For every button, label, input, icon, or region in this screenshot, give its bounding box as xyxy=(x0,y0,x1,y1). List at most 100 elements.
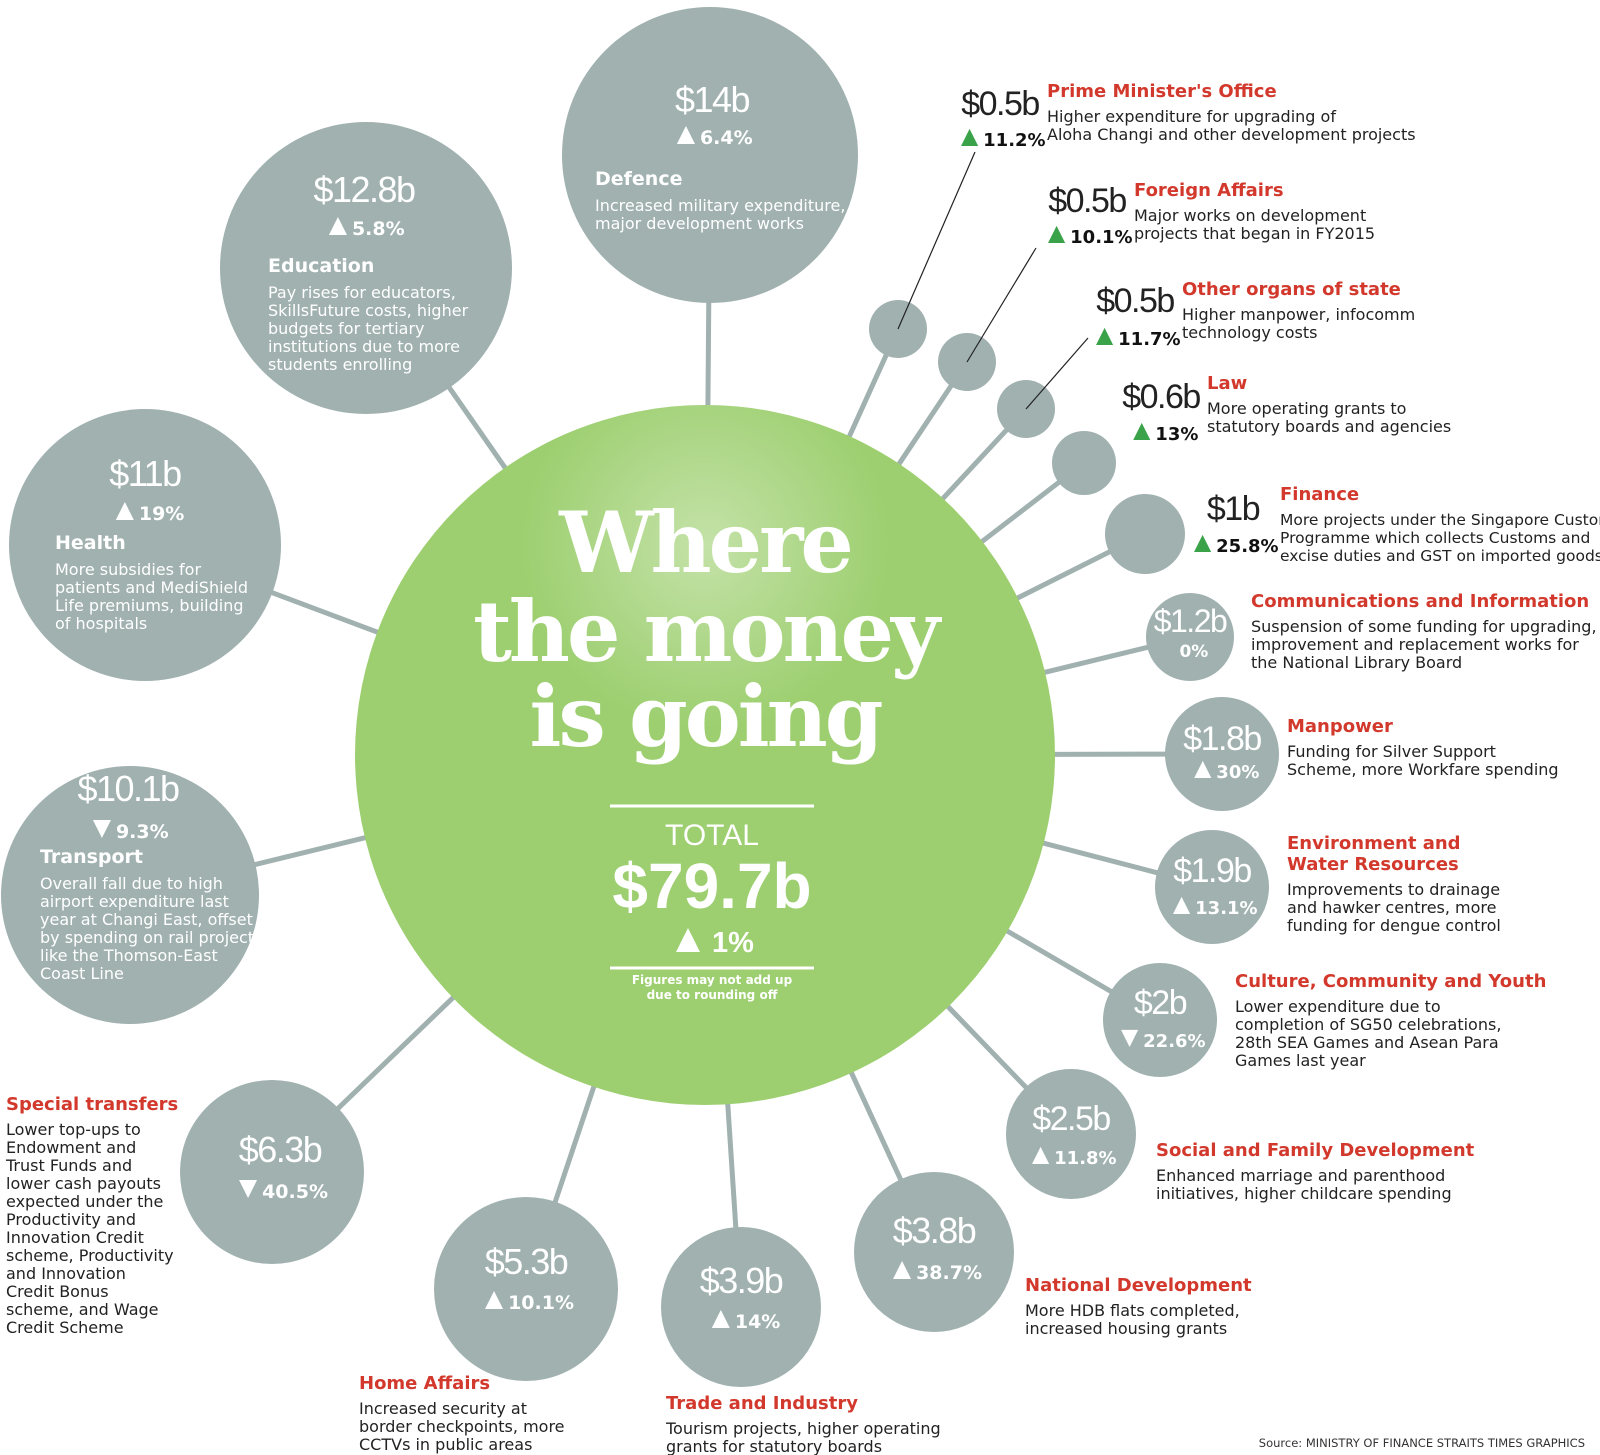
name-prime-minister-s-office: Prime Minister's Office xyxy=(1047,81,1277,102)
desc-transport: by spending on rail projects xyxy=(40,928,262,947)
amount-defence: $14b xyxy=(675,79,750,120)
desc-education: institutions due to more xyxy=(268,337,460,356)
ministry-transport: $10.1b 9.3% Transport Overall fall due to h… xyxy=(1,766,262,1024)
desc-foreign-affairs: projects that began in FY2015 xyxy=(1134,224,1375,243)
ministry-national-development: $3.8b 38.7% xyxy=(854,1172,1014,1332)
desc-communications-and-information: Suspension of some funding for upgrading… xyxy=(1251,617,1597,636)
desc-finance: excise duties and GST on imported goods xyxy=(1280,547,1600,565)
desc-law: More operating grants to xyxy=(1207,399,1406,418)
amount-finance: $1b xyxy=(1207,490,1260,528)
ministry-communications-and-information: $1.2b 0% xyxy=(1146,593,1234,681)
ministry-home-affairs: $5.3b 10.1% xyxy=(434,1197,618,1381)
change-arrow-icon-finance xyxy=(1194,534,1212,552)
name-environment-and-water-resources: Water Resources xyxy=(1287,854,1459,875)
name-national-development: National Development xyxy=(1025,1275,1252,1296)
bubble-home-affairs xyxy=(434,1197,618,1381)
change-foreign-affairs: 10.1% xyxy=(1070,227,1132,248)
desc-special-transfers: Trust Funds and xyxy=(5,1156,132,1175)
bubble-social-and-family-development xyxy=(1006,1069,1136,1199)
bubble-health xyxy=(9,409,281,681)
desc-manpower: Funding for Silver Support xyxy=(1287,742,1496,761)
desc-special-transfers: scheme, and Wage xyxy=(6,1300,159,1319)
connector-environment-and-water-resources xyxy=(1038,839,1161,876)
bubble-national-development xyxy=(854,1172,1014,1332)
connector-other-organs-of-state xyxy=(937,426,1011,504)
name-trade-and-industry: Trade and Industry xyxy=(666,1393,858,1414)
change-national-development: 38.7% xyxy=(916,1262,982,1284)
desc-environment-and-water-resources: funding for dengue control xyxy=(1287,916,1501,935)
connector-national-development xyxy=(847,1067,905,1184)
name-education: Education xyxy=(268,255,374,277)
ministry-environment-and-water-resources: $1.9b 13.1% xyxy=(1155,830,1269,944)
leader-line-prime-minister-s-office xyxy=(897,151,976,330)
desc-home-affairs: Increased security at xyxy=(359,1399,527,1418)
connector-health xyxy=(268,589,383,637)
desc-transport: Overall fall due to high xyxy=(40,874,223,893)
ministry-education: $12.8b 5.8% Education Pay rises for educato… xyxy=(220,122,512,414)
desc-other-organs-of-state: Higher manpower, infocomm xyxy=(1182,305,1415,324)
connector-finance xyxy=(1012,548,1114,603)
change-arrow-icon-defence xyxy=(676,125,695,144)
ministry-trade-and-industry: $3.9b 14% xyxy=(661,1227,821,1387)
bubble-trade-and-industry xyxy=(661,1227,821,1387)
change-arrow-icon-other-organs-of-state xyxy=(1096,327,1114,345)
total-change-arrow-icon xyxy=(676,928,700,952)
leader-line-foreign-affairs xyxy=(966,247,1037,363)
change-arrow-icon-special-transfers xyxy=(239,1179,258,1198)
bubble-transport xyxy=(1,766,259,1024)
change-communications-and-information: 0% xyxy=(1179,642,1208,662)
change-arrow-icon-education xyxy=(328,216,347,235)
amount-other-organs-of-state: $0.5b xyxy=(1096,282,1174,320)
desc-law: statutory boards and agencies xyxy=(1207,417,1451,436)
desc-health: of hospitals xyxy=(55,614,147,633)
change-finance: 25.8% xyxy=(1216,536,1278,557)
ministry-culture-community-and-youth: $2b 22.6% xyxy=(1103,963,1217,1077)
title-line: the money xyxy=(473,582,942,681)
bubble-finance xyxy=(1105,494,1185,574)
amount-foreign-affairs: $0.5b xyxy=(1048,182,1126,220)
name-manpower: Manpower xyxy=(1287,716,1393,737)
change-trade-and-industry: 14% xyxy=(735,1311,780,1333)
total-hub-circle xyxy=(355,405,1055,1105)
desc-defence: Increased military expenditure, xyxy=(595,196,845,215)
desc-communications-and-information: improvement and replacement works for xyxy=(1251,635,1579,654)
name-social-and-family-development: Social and Family Development xyxy=(1156,1140,1475,1161)
change-arrow-icon-foreign-affairs xyxy=(1048,225,1066,243)
change-law: 13% xyxy=(1155,424,1198,445)
change-arrow-icon-trade-and-industry xyxy=(711,1309,730,1328)
change-arrow-icon-social-and-family-development xyxy=(1032,1146,1050,1164)
change-arrow-icon-home-affairs xyxy=(485,1290,504,1309)
name-communications-and-information: Communications and Information xyxy=(1251,591,1589,612)
desc-trade-and-industry: Tourism projects, higher operating xyxy=(665,1419,941,1438)
desc-transport: year at Changi East, offset xyxy=(40,910,253,929)
desc-culture-community-and-youth: 28th SEA Games and Asean Para xyxy=(1235,1033,1499,1052)
name-transport: Transport xyxy=(40,846,143,868)
bubble-law xyxy=(1052,431,1116,495)
change-manpower: 30% xyxy=(1216,762,1259,783)
desc-social-and-family-development: Enhanced marriage and parenthood xyxy=(1156,1166,1445,1185)
rounding-note: Figures may not add up xyxy=(632,973,793,987)
name-other-organs-of-state: Other organs of state xyxy=(1182,279,1401,300)
desc-national-development: More HDB flats completed, xyxy=(1025,1301,1240,1320)
total-value: $79.7b xyxy=(612,850,811,922)
desc-prime-minister-s-office: Higher expenditure for upgrading of xyxy=(1047,107,1336,126)
amount-social-and-family-development: $2.5b xyxy=(1032,1100,1110,1138)
amount-culture-community-and-youth: $2b xyxy=(1134,984,1187,1022)
connector-culture-community-and-youth xyxy=(1001,926,1115,995)
amount-home-affairs: $5.3b xyxy=(485,1241,568,1282)
ministry-finance xyxy=(1105,494,1185,574)
bubble-education xyxy=(220,122,512,414)
desc-prime-minister-s-office: Aloha Changi and other development proje… xyxy=(1047,125,1416,144)
change-arrow-icon-environment-and-water-resources xyxy=(1173,896,1191,914)
change-arrow-icon-culture-community-and-youth xyxy=(1121,1029,1139,1047)
change-social-and-family-development: 11.8% xyxy=(1054,1148,1116,1169)
desc-special-transfers: Credit Bonus xyxy=(6,1282,109,1301)
desc-education: SkillsFuture costs, higher xyxy=(268,301,469,320)
desc-special-transfers: and Innovation xyxy=(6,1264,126,1283)
desc-environment-and-water-resources: and hawker centres, more xyxy=(1287,898,1497,917)
change-arrow-icon-national-development xyxy=(893,1260,912,1279)
name-law: Law xyxy=(1207,373,1247,394)
desc-special-transfers: expected under the xyxy=(6,1192,163,1211)
connector-social-and-family-development xyxy=(942,1001,1030,1092)
